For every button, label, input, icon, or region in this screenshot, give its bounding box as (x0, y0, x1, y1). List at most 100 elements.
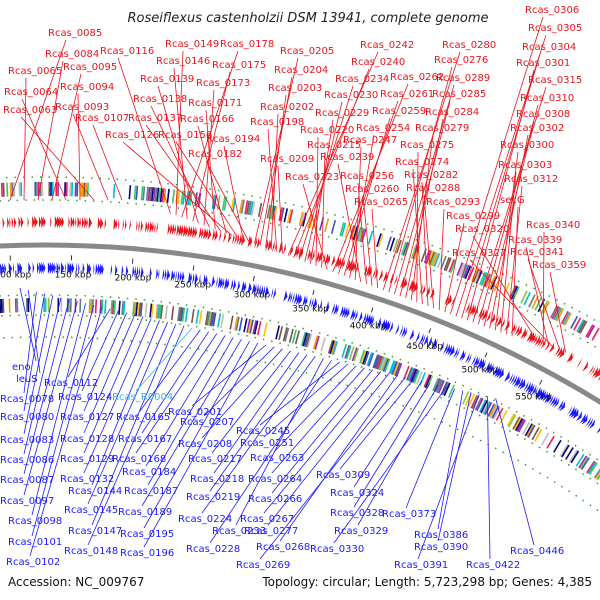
cds-arrow (534, 335, 541, 346)
cds-arrow (572, 408, 579, 420)
leader-line (293, 68, 370, 258)
leader-line (147, 337, 234, 486)
cog-band (0, 182, 4, 197)
gene-label-forward: Rcas_0282 (404, 170, 458, 181)
cog-band (207, 311, 212, 326)
cog-band (408, 368, 416, 382)
cog-band (586, 325, 596, 339)
cds-arrow (326, 253, 330, 266)
leader-line (412, 168, 423, 305)
cds-arrow (236, 233, 240, 246)
cds-arrow (534, 387, 541, 398)
cds-arrow (75, 262, 78, 275)
cog-band (563, 312, 572, 326)
leader-line (469, 259, 555, 349)
cog-band (437, 380, 445, 394)
cds-arrow (310, 297, 314, 309)
leader-line (542, 231, 545, 345)
cds-arrow (366, 313, 371, 326)
cog-band (144, 303, 148, 318)
gene-label-forward: Rcas_0203 (268, 83, 322, 94)
leader-line (23, 295, 54, 435)
gene-label-forward: Rcas_0149 (165, 39, 219, 50)
cds-arrow (367, 266, 372, 278)
leader-line (343, 117, 391, 276)
gene-label-reverse: Rcas_0217 (188, 454, 242, 465)
gene-label-reverse: Rcas_0196 (120, 548, 174, 559)
cog-band (472, 268, 480, 283)
cds-arrow (368, 314, 373, 327)
cog-band (447, 384, 455, 399)
cog-band (570, 315, 579, 329)
cds-arrow (214, 229, 218, 242)
gene-label-reverse: Rcas_0098 (8, 516, 62, 527)
gene-label-forward: Rcas_0116 (100, 46, 154, 57)
leader-line (489, 134, 529, 329)
cds-arrow (419, 333, 424, 345)
cog-band (492, 406, 501, 420)
cog-band (170, 306, 175, 321)
cds-arrow (84, 216, 87, 229)
cog-band (154, 187, 158, 202)
cds-arrow (93, 263, 95, 276)
genome-backbone (0, 242, 600, 405)
leader-line (117, 57, 171, 214)
cog-band (288, 328, 294, 343)
cds-arrow (230, 279, 234, 291)
cds-arrow (198, 227, 202, 240)
cog-band (562, 311, 571, 325)
cog-band (485, 274, 493, 288)
cds-arrow (0, 263, 3, 275)
cds-arrow (514, 324, 520, 336)
cds-arrow (167, 223, 171, 235)
cds-arrow (52, 262, 55, 275)
cog-band (389, 237, 396, 252)
gene-label-forward: Rcas_0156 (158, 130, 212, 141)
cog-band (410, 244, 417, 259)
gene-label-forward: Rcas_0223 (285, 172, 339, 183)
leader-line (357, 384, 439, 526)
cog-band (275, 325, 281, 340)
leader-line (83, 312, 127, 412)
gene-label-forward: Rcas_0305 (528, 23, 582, 34)
gene-label-forward: Rcas_0303 (498, 160, 552, 171)
cog-band (312, 335, 319, 350)
kbp-label: 200 kbp (115, 274, 152, 284)
cog-band (182, 190, 186, 205)
cog-band (520, 290, 528, 304)
cds-arrow (324, 253, 330, 265)
cds-arrow (86, 216, 88, 229)
leader-line (267, 128, 278, 252)
gene-label-reverse: Rcas_0264 (248, 474, 302, 485)
cog-band (413, 369, 421, 384)
leader-line (277, 165, 283, 254)
cds-arrow (399, 276, 405, 289)
cog-band (480, 399, 488, 414)
leader-line (506, 185, 523, 335)
leader-line (265, 94, 287, 248)
gene-label-reverse: Rcas_0086 (0, 455, 54, 466)
cds-arrow (149, 267, 152, 280)
cog-band (540, 432, 550, 446)
cds-arrow (576, 357, 583, 369)
cds-arrow (121, 264, 124, 277)
gene-label-reverse: Rcas_0266 (248, 494, 302, 505)
cds-arrow (179, 270, 182, 283)
leader-line (421, 181, 429, 307)
leader-line (472, 235, 538, 343)
cds-arrow (421, 284, 426, 296)
cog-band (142, 186, 146, 201)
cog-band (300, 332, 307, 346)
cds-arrow (353, 309, 358, 322)
cds-arrow (283, 290, 288, 302)
cog-band (394, 362, 401, 377)
gene-label-forward: Rcas_0285 (432, 89, 486, 100)
cds-arrow (170, 269, 174, 282)
cds-arrow (247, 282, 252, 295)
cds-arrow (72, 216, 75, 229)
cds-arrow (331, 255, 335, 267)
cog-band (206, 311, 211, 326)
cog-band (2, 298, 5, 313)
cds-arrow (447, 344, 452, 356)
cds-arrow (530, 332, 537, 344)
